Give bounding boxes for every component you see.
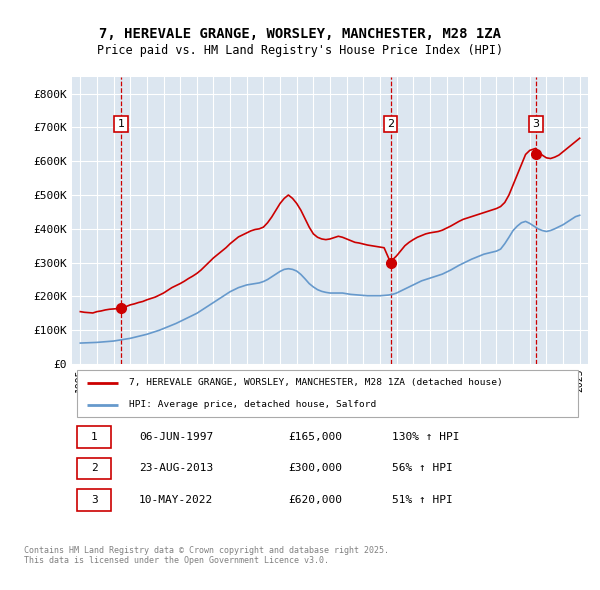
Text: 06-JUN-1997: 06-JUN-1997 — [139, 432, 214, 442]
Text: 7, HEREVALE GRANGE, WORSLEY, MANCHESTER, M28 1ZA: 7, HEREVALE GRANGE, WORSLEY, MANCHESTER,… — [99, 27, 501, 41]
Text: £620,000: £620,000 — [289, 495, 343, 504]
Text: Contains HM Land Registry data © Crown copyright and database right 2025.
This d: Contains HM Land Registry data © Crown c… — [24, 546, 389, 565]
Text: 23-AUG-2013: 23-AUG-2013 — [139, 463, 214, 473]
Text: 51% ↑ HPI: 51% ↑ HPI — [392, 495, 452, 504]
FancyBboxPatch shape — [77, 371, 578, 417]
Text: 3: 3 — [91, 495, 98, 504]
Bar — [77, 457, 110, 479]
Text: 2: 2 — [91, 463, 98, 473]
Bar — [77, 489, 110, 510]
Text: 130% ↑ HPI: 130% ↑ HPI — [392, 432, 460, 442]
Text: 1: 1 — [91, 432, 98, 442]
Bar — [77, 426, 110, 448]
Text: 10-MAY-2022: 10-MAY-2022 — [139, 495, 214, 504]
Text: 7, HEREVALE GRANGE, WORSLEY, MANCHESTER, M28 1ZA (detached house): 7, HEREVALE GRANGE, WORSLEY, MANCHESTER,… — [129, 378, 503, 387]
Text: 2: 2 — [387, 119, 394, 129]
Text: £300,000: £300,000 — [289, 463, 343, 473]
Text: £165,000: £165,000 — [289, 432, 343, 442]
Text: Price paid vs. HM Land Registry's House Price Index (HPI): Price paid vs. HM Land Registry's House … — [97, 44, 503, 57]
Text: 1: 1 — [118, 119, 124, 129]
Text: HPI: Average price, detached house, Salford: HPI: Average price, detached house, Salf… — [129, 401, 376, 409]
Text: 56% ↑ HPI: 56% ↑ HPI — [392, 463, 452, 473]
Text: 3: 3 — [532, 119, 539, 129]
